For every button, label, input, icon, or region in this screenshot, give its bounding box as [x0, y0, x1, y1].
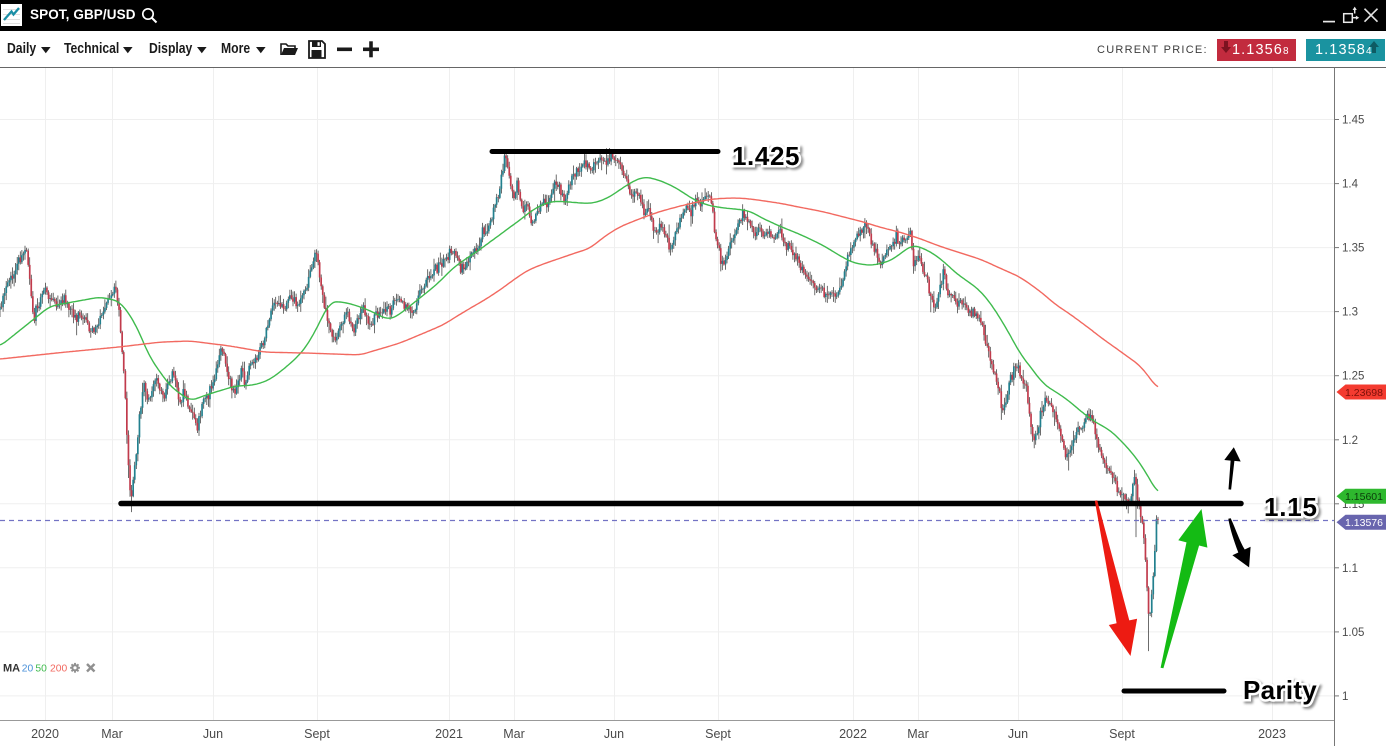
svg-text:2021: 2021	[435, 727, 463, 741]
svg-text:Mar: Mar	[907, 727, 929, 741]
svg-text:Sept: Sept	[1109, 727, 1135, 741]
svg-text:1.05: 1.05	[1342, 627, 1364, 639]
svg-text:1.13576: 1.13576	[1345, 517, 1383, 529]
svg-text:1.35: 1.35	[1342, 243, 1364, 255]
svg-text:50: 50	[35, 664, 47, 675]
svg-text:20: 20	[22, 664, 34, 675]
svg-text:1: 1	[1342, 691, 1348, 703]
svg-text:1.25: 1.25	[1342, 371, 1364, 383]
svg-text:1.23698: 1.23698	[1345, 387, 1383, 399]
svg-text:Jun: Jun	[604, 727, 624, 741]
svg-text:Jun: Jun	[203, 727, 223, 741]
svg-text:1.3: 1.3	[1342, 307, 1358, 319]
svg-text:1.15601: 1.15601	[1345, 491, 1383, 503]
svg-text:Mar: Mar	[503, 727, 525, 741]
svg-text:1.15: 1.15	[1264, 492, 1318, 522]
svg-text:1.2: 1.2	[1342, 435, 1358, 447]
svg-text:1.4: 1.4	[1342, 179, 1359, 191]
svg-text:MA: MA	[3, 663, 20, 675]
svg-text:Sept: Sept	[705, 727, 731, 741]
svg-text:200: 200	[50, 664, 67, 675]
svg-text:Sept: Sept	[304, 727, 330, 741]
svg-text:2023: 2023	[1258, 727, 1286, 741]
svg-text:Jun: Jun	[1008, 727, 1028, 741]
svg-text:Parity: Parity	[1243, 675, 1317, 705]
svg-text:1.425: 1.425	[732, 141, 800, 171]
svg-text:1.45: 1.45	[1342, 115, 1364, 127]
svg-text:1.1: 1.1	[1342, 563, 1358, 575]
svg-text:2022: 2022	[839, 727, 867, 741]
svg-text:Mar: Mar	[101, 727, 123, 741]
svg-text:2020: 2020	[31, 727, 59, 741]
